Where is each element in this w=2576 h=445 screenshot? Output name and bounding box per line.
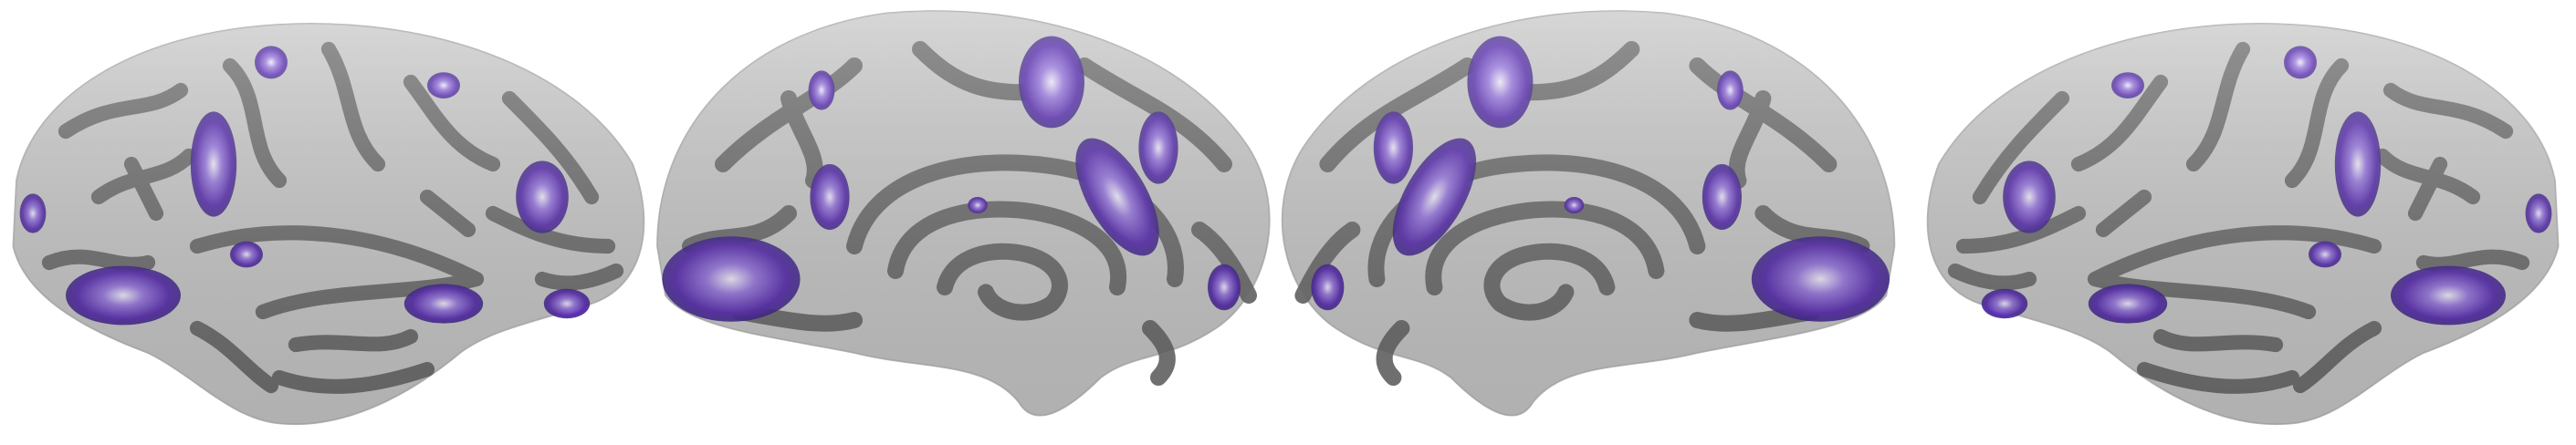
left-medial-surface xyxy=(657,11,1270,415)
surfaces xyxy=(13,11,2558,424)
right-medial-surface xyxy=(1283,11,1895,415)
left-lateral-surface xyxy=(13,24,644,424)
right-lateral-surface xyxy=(1928,24,2559,424)
